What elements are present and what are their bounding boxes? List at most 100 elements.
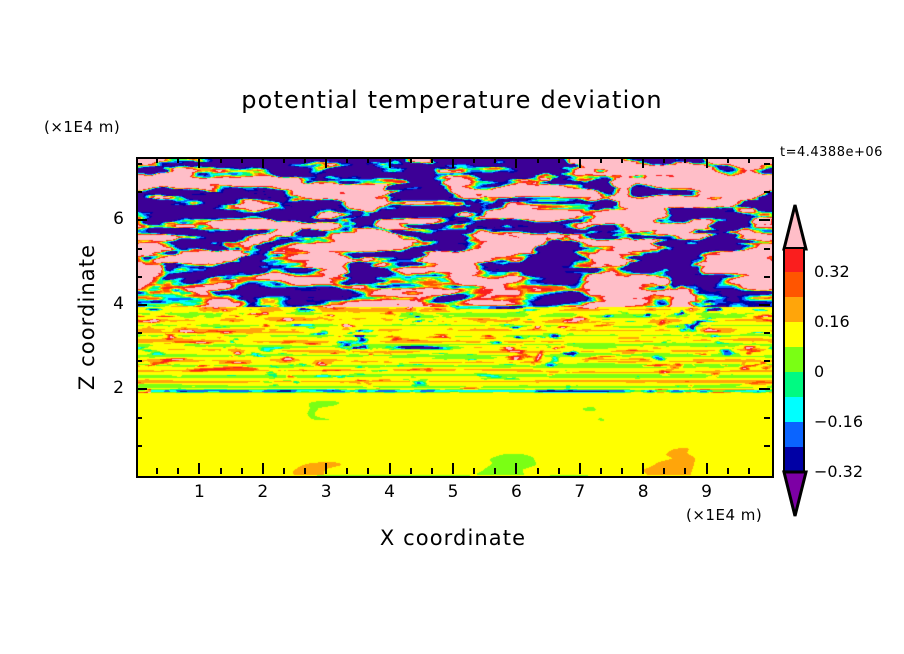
y-tick-left	[136, 388, 147, 391]
colorbar-tick-label: −0.16	[814, 412, 864, 431]
x-tick-bottom	[747, 468, 750, 474]
x-tick-bottom	[219, 468, 222, 474]
x-tick-top	[346, 157, 349, 163]
colorbar-tick-label: 0	[814, 362, 825, 381]
y-tick-left	[136, 247, 142, 250]
y-tick-left	[136, 303, 147, 306]
x-tick-top	[642, 157, 645, 168]
x-tick-label: 9	[701, 482, 712, 502]
y-tick-left	[136, 360, 142, 363]
time-annotation: t=4.4388e+06	[780, 145, 883, 160]
colorbar-band	[783, 247, 805, 274]
x-tick-bottom	[325, 463, 328, 474]
x-tick-top	[282, 157, 285, 163]
y-tick-label: 2	[113, 378, 124, 399]
x-tick-bottom	[198, 463, 201, 474]
y-tick-right	[764, 275, 770, 278]
x-tick-top	[452, 157, 454, 168]
x-tick-bottom	[599, 468, 602, 474]
y-tick-left	[136, 219, 147, 222]
x-tick-top	[388, 157, 391, 168]
x-tick-bottom	[261, 463, 264, 474]
contour-field-canvas	[138, 159, 772, 476]
x-tick-top	[325, 157, 328, 168]
x-tick-top	[621, 157, 624, 163]
x-tick-top	[261, 157, 264, 168]
y-tick-right	[764, 332, 770, 335]
y-tick-right	[764, 444, 770, 447]
x-tick-label: 5	[447, 482, 459, 502]
x-tick-bottom	[705, 463, 708, 474]
colorbar-tick-label: −0.32	[814, 462, 864, 481]
x-tick-bottom	[494, 468, 497, 474]
x-tick-bottom	[663, 468, 666, 474]
colorbar: 0.32 0.16 0 −0.16 −0.32	[778, 203, 863, 521]
x-tick-bottom	[156, 468, 159, 474]
y-tick-left	[136, 444, 142, 447]
x-tick-top	[304, 157, 307, 163]
colorbar-band	[783, 422, 805, 449]
x-tick-bottom	[452, 463, 454, 474]
x-tick-top	[177, 157, 180, 163]
y-tick-right	[764, 163, 770, 166]
x-tick-top	[747, 157, 750, 163]
x-tick-top	[705, 157, 708, 168]
y-tick-right	[759, 303, 770, 306]
colorbar-top-arrow-icon	[782, 204, 808, 251]
x-tick-bottom	[388, 463, 391, 474]
y-tick-right	[764, 360, 770, 363]
colorbar-band	[783, 272, 805, 299]
x-tick-bottom	[304, 468, 307, 474]
x-tick-top	[430, 157, 433, 163]
y-tick-label: 4	[113, 293, 124, 314]
page-title: potential temperature deviation	[241, 86, 663, 114]
y-tick-left	[136, 191, 142, 194]
colorbar-tick-label: 0.32	[814, 262, 850, 281]
x-tick-bottom	[367, 468, 370, 474]
x-tick-bottom	[346, 468, 349, 474]
x-tick-bottom	[240, 468, 243, 474]
x-tick-top	[409, 157, 412, 163]
y-tick-left	[136, 332, 142, 335]
x-tick-label: 4	[384, 482, 395, 502]
x-tick-top	[557, 157, 560, 163]
contour-plot-area	[136, 157, 774, 478]
colorbar-band	[783, 347, 805, 374]
x-tick-bottom	[536, 468, 539, 474]
x-tick-bottom	[282, 468, 285, 474]
x-tick-top	[494, 157, 497, 163]
x-tick-label: 6	[510, 482, 522, 502]
y-tick-right	[759, 219, 770, 222]
x-tick-label: 1	[193, 482, 205, 502]
x-tick-top	[473, 157, 476, 163]
colorbar-band	[783, 322, 805, 349]
x-tick-top	[536, 157, 539, 163]
y-tick-right	[764, 191, 770, 194]
x-tick-top	[599, 157, 602, 163]
y-axis-unit-label: (×1E4 m)	[44, 118, 121, 136]
x-tick-top	[219, 157, 222, 163]
x-tick-top	[663, 157, 666, 163]
colorbar-tick-label: 0.16	[814, 312, 850, 331]
x-tick-top	[240, 157, 243, 163]
x-tick-bottom	[578, 463, 581, 474]
y-tick-left	[136, 275, 142, 278]
x-tick-bottom	[684, 468, 687, 474]
x-tick-bottom	[177, 468, 180, 474]
x-tick-label: 8	[637, 482, 649, 502]
y-tick-label: 6	[113, 209, 124, 230]
x-tick-bottom	[726, 468, 729, 474]
x-tick-label: 7	[574, 482, 586, 502]
x-tick-top	[198, 157, 201, 168]
x-tick-top	[367, 157, 370, 163]
y-tick-right	[764, 416, 770, 419]
y-tick-left	[136, 163, 142, 166]
y-tick-right	[764, 247, 770, 250]
colorbar-bottom-arrow-icon	[782, 470, 808, 517]
x-tick-bottom	[473, 468, 476, 474]
x-tick-bottom	[557, 468, 560, 474]
x-tick-top	[578, 157, 581, 168]
y-tick-right	[759, 388, 770, 391]
x-tick-top	[156, 157, 159, 163]
colorbar-band	[783, 297, 805, 324]
